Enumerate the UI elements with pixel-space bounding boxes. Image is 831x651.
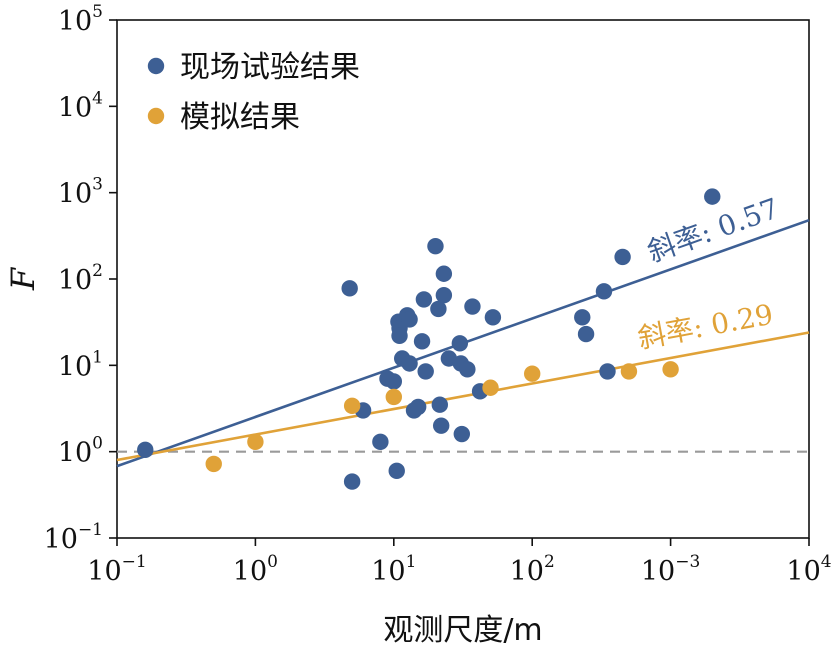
data-point-series-2	[662, 361, 679, 378]
x-tick-label: 104	[786, 552, 831, 587]
x-tick-label: 10−1	[87, 552, 146, 587]
data-point-series-2	[343, 397, 361, 414]
slope-annotation-2: 斜率: 0.29	[635, 298, 775, 355]
data-point-series-1	[409, 398, 427, 416]
data-point-series-1	[385, 373, 402, 390]
data-point-series-1	[341, 280, 358, 297]
x-axis-ticks: 10−1 100 101 102 10−3 104	[87, 538, 831, 587]
data-point-series-1	[417, 363, 434, 380]
x-tick-label: 102	[510, 552, 555, 587]
data-point-series-2	[205, 455, 222, 473]
y-tick-label: 104	[58, 88, 103, 123]
y-tick-label: 103	[58, 175, 103, 210]
x-tick-label: 100	[233, 552, 278, 587]
data-point-series-2	[247, 433, 264, 451]
data-point-series-1	[432, 417, 450, 434]
data-point-series-1	[343, 473, 361, 490]
data-point-series-1	[484, 309, 502, 326]
y-tick-label: 100	[58, 434, 103, 469]
data-point-series-1	[453, 425, 471, 443]
data-point-series-1	[435, 286, 453, 304]
data-point-series-1	[577, 325, 595, 343]
data-point-series-1	[401, 355, 418, 372]
legend-marker-2	[147, 107, 165, 125]
legend-marker-1	[147, 57, 165, 75]
data-point-series-1	[459, 361, 476, 378]
data-point-series-1	[388, 462, 405, 480]
data-point-series-1	[401, 311, 418, 328]
y-tick-label: 102	[58, 261, 103, 296]
data-point-series-1	[704, 188, 721, 205]
data-point-series-1	[595, 283, 613, 300]
x-tick-label: 10−3	[641, 552, 700, 587]
data-point-series-1	[137, 441, 154, 459]
data-point-series-1	[431, 396, 449, 413]
y-tick-label: 105	[58, 2, 103, 37]
y-tick-label: 10−1	[44, 520, 103, 555]
data-point-series-1	[614, 248, 631, 266]
y-axis-ticks: 10−1 100 101 102 103 104 105	[44, 2, 117, 555]
data-point-series-1	[574, 309, 591, 326]
data-point-series-1	[427, 237, 444, 255]
data-point-series-1	[391, 327, 408, 344]
data-point-series-2	[385, 388, 402, 406]
data-point-series-2	[620, 363, 638, 380]
data-point-series-1	[451, 335, 469, 352]
data-point-series-1	[599, 363, 616, 380]
data-point-series-1	[372, 433, 389, 451]
data-point-series-1	[413, 333, 431, 350]
x-axis-title: 观测尺度/m	[383, 613, 542, 648]
data-point-series-1	[415, 291, 433, 308]
data-point-series-2	[482, 379, 499, 396]
data-point-series-1	[435, 265, 453, 282]
data-point-series-1	[464, 298, 481, 315]
data-points-layer	[137, 188, 721, 490]
x-tick-label: 101	[371, 552, 416, 587]
legend-label-1: 现场试验结果	[180, 50, 360, 85]
y-tick-label: 101	[58, 347, 103, 382]
data-point-series-2	[524, 365, 541, 382]
y-axis-title: F	[4, 266, 42, 291]
data-point-series-1	[430, 300, 447, 318]
legend-label-2: 模拟结果	[180, 100, 300, 135]
fit-line-2	[116, 331, 810, 462]
